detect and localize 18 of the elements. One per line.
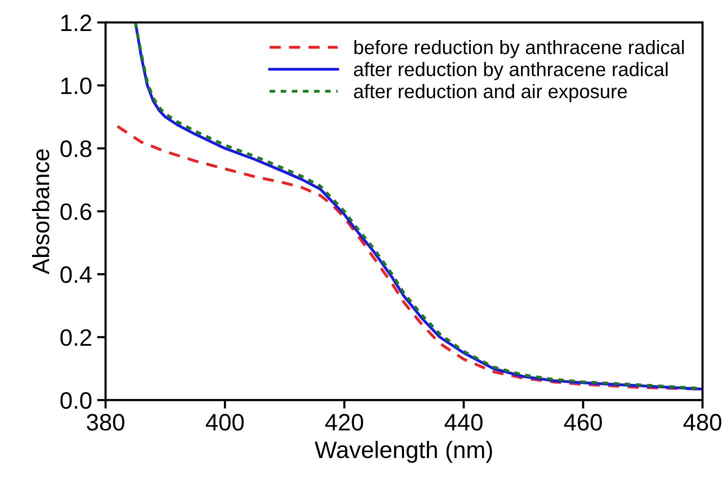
y-tick-label: 0.6 xyxy=(60,203,92,220)
x-tick-label: 460 xyxy=(564,414,602,431)
legend-label: after reduction and air exposure xyxy=(354,84,627,102)
x-tick-label: 400 xyxy=(206,414,244,431)
x-axis-title: Wavelength (nm) xyxy=(314,440,492,463)
legend-label: before reduction by anthracene radical xyxy=(354,40,684,58)
y-tick-label: 0.2 xyxy=(60,329,92,346)
y-tick-label: 0.4 xyxy=(60,266,92,283)
legend-label: after reduction by anthracene radical xyxy=(354,62,668,80)
y-tick-label: 0.0 xyxy=(60,392,92,409)
x-tick-label: 440 xyxy=(444,414,483,431)
x-tick-label: 380 xyxy=(86,414,124,431)
y-tick-label: 0.8 xyxy=(60,140,92,158)
y-tick-label: 1.0 xyxy=(61,77,92,94)
y-axis-title: Absorbance xyxy=(32,149,50,274)
x-tick-label: 480 xyxy=(683,414,722,431)
y-tick-label: 1.2 xyxy=(61,14,92,32)
x-tick-label: 420 xyxy=(325,414,364,431)
